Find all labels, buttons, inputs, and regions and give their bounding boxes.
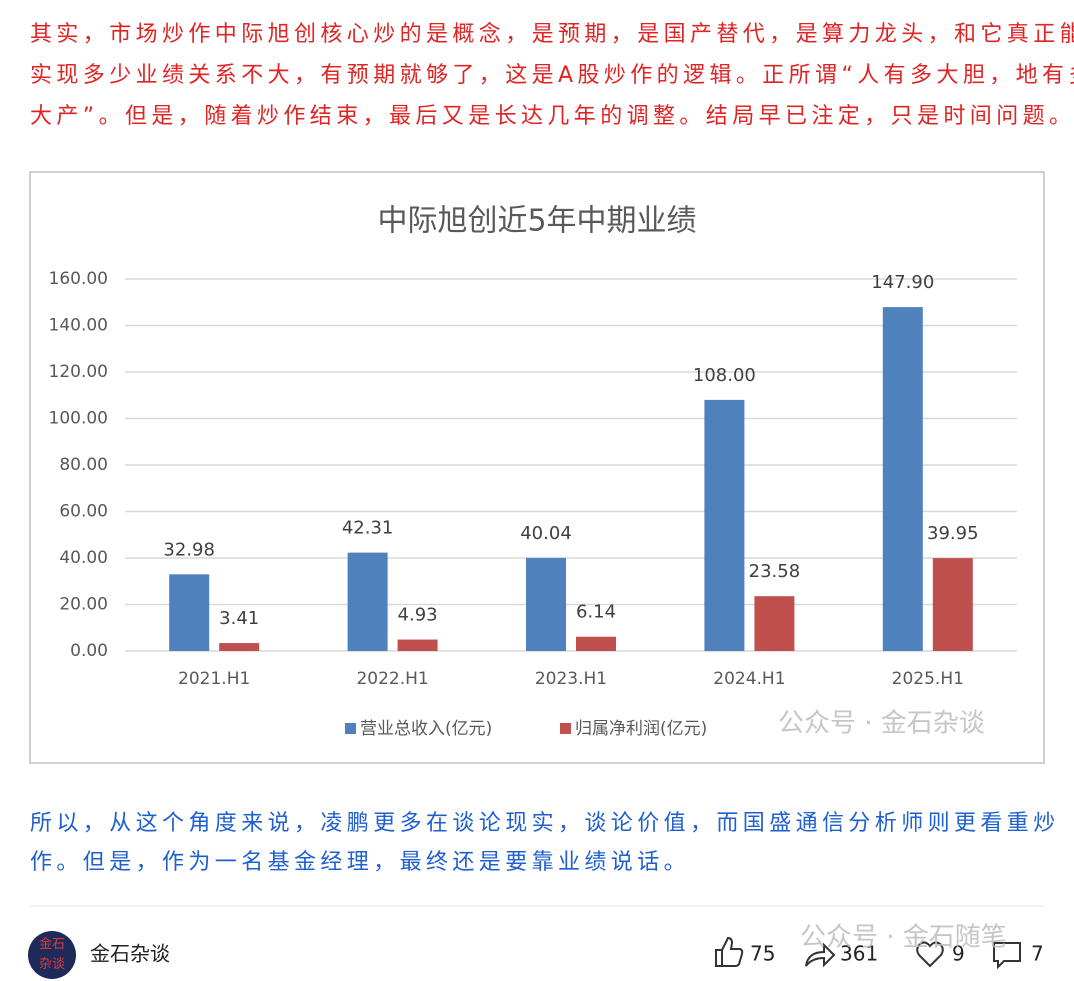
legend-label: 归属净利润(亿元) [575,719,707,739]
x-tick-label: 2021.H1 [178,669,250,689]
share-count: 361 [840,942,878,966]
bar [576,636,616,651]
article-line: 作。但是，作为一名基金经理，最终还是要靠业绩说话。 [30,850,690,875]
x-tick-label: 2022.H1 [356,669,428,689]
watermark: 公众号 · 金石杂谈 [778,709,985,739]
bar [526,557,566,651]
legend-swatch [345,723,356,734]
y-tick-label: 120.00 [49,362,108,382]
watermark: 公众号 · 金石随笔 [800,923,1007,953]
value-label: 23.58 [749,561,801,582]
article-line: 大产”。但是，随着炒作结束，最后又是长达几年的调整。结局早已注定，只是时间问题。 [30,104,1074,129]
avatar[interactable] [28,931,76,979]
y-tick-label: 100.00 [49,409,108,429]
y-tick-label: 40.00 [59,548,108,568]
value-label: 108.00 [693,365,756,386]
bar [704,399,745,651]
article-line: 所以，从这个角度来说，凌鹏更多在谈论现实，谈论价值，而国盛通信分析师则更看重炒 [30,811,1060,836]
share-icon[interactable] [805,942,836,968]
author-name[interactable]: 金石杂谈 [90,942,170,966]
y-tick-label: 140.00 [49,316,108,336]
like-icon[interactable] [715,936,744,967]
value-label: 147.90 [871,272,934,293]
action-icons [715,936,1021,970]
bar [347,552,388,651]
avatar-text: 金石 [39,936,65,951]
value-label: 4.93 [398,605,438,626]
comment-icon[interactable] [993,942,1021,970]
bar [219,643,260,651]
y-tick-label: 80.00 [59,455,108,475]
value-label: 40.04 [520,523,572,544]
article-line: 实现多少业绩关系不大，有预期就够了，这是A股炒作的逻辑。正所谓“人有多大胆，地有… [30,63,1074,88]
y-tick-label: 20.00 [59,595,108,615]
y-tick-label: 60.00 [59,502,108,522]
like-count: 75 [750,942,775,966]
bar [932,558,973,651]
value-label: 6.14 [576,602,616,623]
value-label: 39.95 [927,523,979,544]
y-tick-label: 160.00 [49,269,108,289]
bar [882,307,923,651]
y-tick-label: 0.00 [70,641,108,661]
value-label: 42.31 [342,518,394,539]
value-label: 32.98 [163,539,215,560]
legend-label: 营业总收入(亿元) [360,719,492,739]
avatar-text: 杂谈 [39,956,65,971]
x-tick-label: 2024.H1 [713,669,785,689]
bar [754,596,795,651]
x-tick-label: 2025.H1 [892,669,964,689]
comment-count: 7 [1031,942,1044,966]
heart-icon[interactable] [916,941,944,968]
x-tick-label: 2023.H1 [535,669,607,689]
bar [169,574,210,651]
bar [397,639,438,651]
article-line: 其实，市场炒作中际旭创核心炒的是概念，是预期，是国产替代，是算力龙头，和它真正能 [30,22,1074,47]
favorite-count: 9 [952,942,965,966]
chart-frame [29,171,1045,764]
value-label: 3.41 [219,608,259,629]
chart-title: 中际旭创近5年中期业绩 [377,204,696,239]
legend-swatch [560,723,571,734]
